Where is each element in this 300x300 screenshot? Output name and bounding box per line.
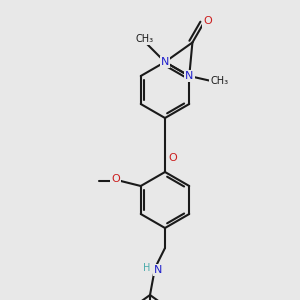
- Text: N: N: [185, 71, 194, 81]
- Text: CH₃: CH₃: [136, 34, 154, 44]
- Text: CH₃: CH₃: [210, 76, 228, 86]
- Text: O: O: [169, 153, 177, 163]
- Text: N: N: [154, 265, 162, 275]
- Text: N: N: [161, 57, 169, 67]
- Text: O: O: [111, 174, 120, 184]
- Text: O: O: [203, 16, 212, 26]
- Text: H: H: [143, 263, 151, 273]
